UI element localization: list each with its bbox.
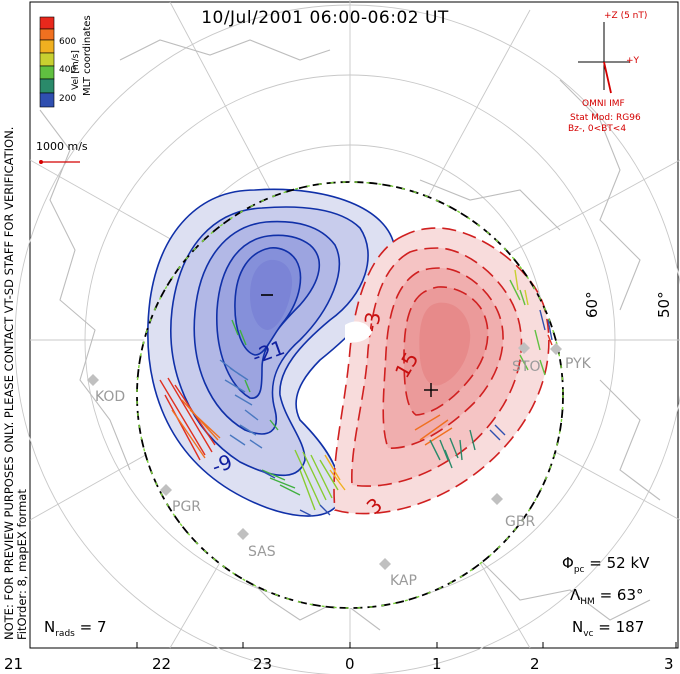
- imf-z-label: +Z (5 nT): [604, 11, 648, 21]
- imf-source: OMNI IMF: [582, 99, 625, 109]
- imf-y-label: +Y: [626, 56, 640, 66]
- stat-n-vc-value: = 187: [593, 618, 645, 636]
- mlt-ticks: [29, 642, 677, 648]
- mlt-tick-0: 0: [345, 655, 355, 673]
- plot-frame: [29, 1, 679, 649]
- station-kod: KOD: [95, 389, 126, 405]
- stat-n-vc-sub: vc: [583, 629, 594, 639]
- stat-n-vc: Nvc = 187: [572, 620, 644, 639]
- contour-label-neg3: -3: [358, 310, 386, 334]
- colorbar-tick-600: 600: [59, 37, 77, 47]
- potential-min-symbol: −: [262, 285, 263, 286]
- stat-n-rads-value: = 7: [74, 618, 107, 636]
- negative-cell: [147, 188, 396, 517]
- scale-vector-dot: [39, 160, 43, 164]
- stat-n-rads-symbol: N: [44, 618, 56, 636]
- imf-model: Stat Mod: RG96: [570, 113, 641, 123]
- mlt-tick-3: 3: [664, 655, 674, 673]
- positive-cell: [333, 227, 550, 515]
- mlt-tick-1: 1: [432, 655, 442, 673]
- mlt-tick-2: 2: [530, 655, 540, 673]
- preview-note-line2: FitOrder: 8, mapEX format: [15, 489, 29, 640]
- scale-vector-label: 1000 m/s: [36, 140, 88, 153]
- imf-vector: [603, 61, 612, 94]
- preview-note: NOTE: FOR PREVIEW PURPOSES ONLY. PLEASE …: [2, 127, 29, 640]
- stat-n-rads: Nrads = 7: [44, 620, 107, 639]
- colorbar-title: MLT coordinates: [82, 15, 93, 96]
- stat-lambda-hm-sub: HM: [580, 597, 595, 607]
- station-pgr: PGR: [172, 499, 202, 515]
- velocity-colorbar: [39, 16, 55, 108]
- imf-condition: Bz-, 0<BT<4: [568, 124, 627, 134]
- lat-label-50: 50°: [655, 291, 673, 318]
- stat-lambda-hm: ΛHM = 63°: [570, 588, 644, 607]
- stat-phi-pc-value: = 52 kV: [584, 554, 650, 572]
- stat-n-rads-sub: rads: [55, 629, 75, 639]
- station-pyk: PYK: [565, 356, 591, 372]
- data-gap: [345, 321, 372, 343]
- station-markers: [87, 342, 562, 570]
- colorbar-tick-400: 400: [59, 65, 77, 75]
- station-gbr: GBR: [505, 514, 536, 530]
- station-sto: STO: [512, 359, 541, 375]
- station-sas: SAS: [248, 544, 276, 560]
- stat-phi-pc-symbol: Φ: [562, 554, 574, 572]
- imf-dial: [578, 22, 630, 90]
- station-kap: KAP: [390, 573, 417, 589]
- stat-lambda-hm-value: = 63°: [594, 586, 644, 604]
- mlt-tick-21: 21: [4, 655, 24, 673]
- potential-max-symbol: +: [426, 378, 427, 379]
- map-title: 10/Jul/2001 06:00-06:02 UT: [201, 8, 449, 28]
- coastlines: [39, 39, 661, 631]
- velocity-vectors: [159, 269, 553, 517]
- hmb-vectors-ring: [136, 181, 564, 609]
- mlt-tick-22: 22: [152, 655, 172, 673]
- lat-label-60: 60°: [583, 291, 601, 318]
- stat-lambda-hm-symbol: Λ: [570, 586, 581, 604]
- colorbar-tick-200: 200: [59, 94, 77, 104]
- stat-phi-pc-sub: pc: [573, 565, 585, 575]
- mlt-tick-23: 23: [253, 655, 273, 673]
- stat-n-vc-symbol: N: [572, 618, 584, 636]
- stat-phi-pc: Φpc = 52 kV: [562, 556, 649, 575]
